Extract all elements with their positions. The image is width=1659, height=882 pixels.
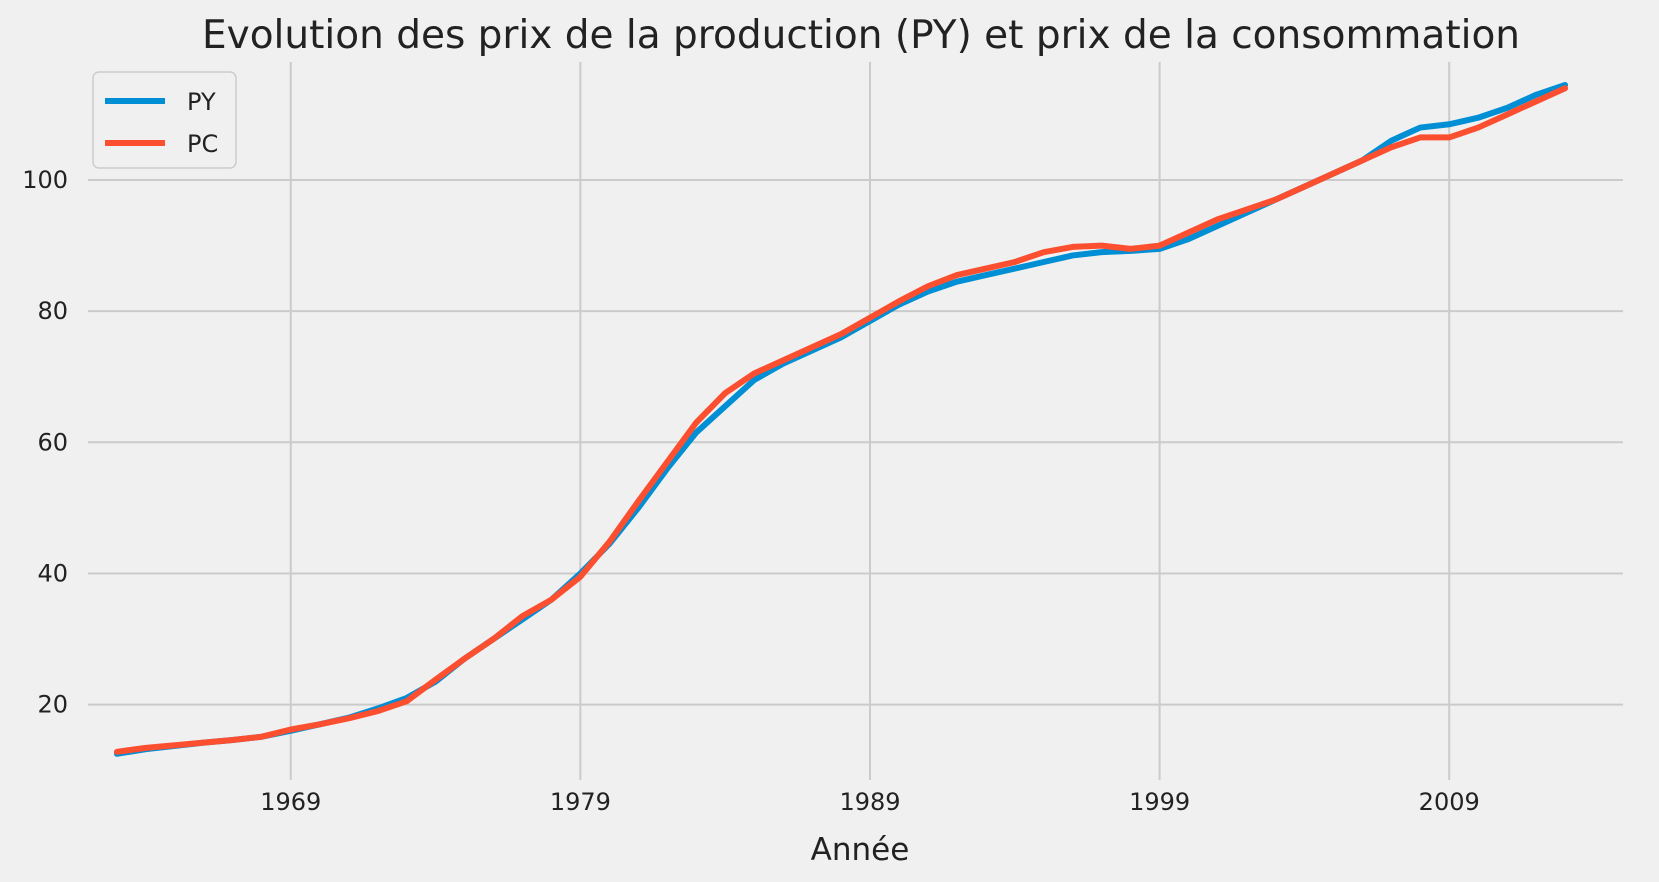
- y-axis-ticks: 20 40 60 80 100: [22, 166, 68, 719]
- chart-legend: PY PC: [92, 71, 237, 169]
- x-tick-label: 1969: [260, 788, 321, 816]
- y-tick-label: 100: [22, 166, 68, 194]
- legend-label-py: PY: [187, 88, 216, 116]
- y-tick-label: 40: [37, 559, 68, 587]
- grid-lines: [88, 62, 1623, 780]
- series-line-pc: [113, 85, 1569, 755]
- legend-label-pc: PC: [187, 130, 218, 158]
- x-tick-label: 1989: [839, 788, 900, 816]
- x-axis-ticks: 1969 1979 1989 1999 2009: [260, 788, 1480, 816]
- y-tick-label: 80: [37, 297, 68, 325]
- y-tick-label: 20: [37, 691, 68, 719]
- x-tick-label: 1979: [550, 788, 611, 816]
- y-tick-label: 60: [37, 428, 68, 456]
- series-lines: [113, 81, 1569, 757]
- x-tick-label: 1999: [1129, 788, 1190, 816]
- x-tick-label: 2009: [1419, 788, 1480, 816]
- chart-title: Evolution des prix de la production (PY)…: [202, 13, 1520, 58]
- x-axis-label: Année: [811, 832, 910, 868]
